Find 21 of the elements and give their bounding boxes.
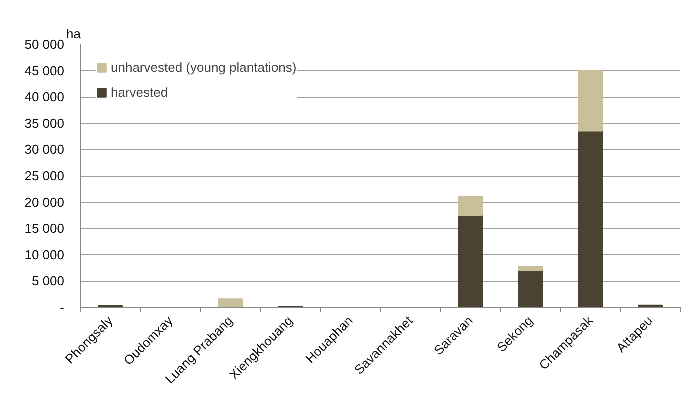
- y-tick-label: 25 000: [24, 168, 65, 184]
- bar: [518, 270, 543, 308]
- bar: [518, 266, 543, 272]
- bar: [458, 214, 483, 308]
- legend-label: unharvested (young plantations): [111, 60, 297, 75]
- y-tick-label: 50 000: [24, 37, 65, 52]
- legend-label: harvested: [111, 85, 168, 100]
- bar: [578, 70, 603, 132]
- y-tick-label: -: [60, 300, 65, 315]
- y-tick-label: 20 000: [24, 194, 65, 210]
- bar: [458, 196, 483, 216]
- y-tick-label: 45 000: [24, 63, 65, 78]
- y-axis-title: ha: [66, 26, 82, 42]
- y-tick-label: 15 000: [24, 221, 65, 236]
- y-tick-label: 40 000: [24, 90, 65, 105]
- y-tick-label: 10 000: [24, 247, 65, 262]
- y-tick-label: 35 000: [24, 116, 65, 131]
- y-tick-label: 30 000: [24, 142, 65, 158]
- bar: [578, 130, 603, 308]
- bar: [218, 298, 243, 308]
- y-tick-label: 5 000: [32, 274, 65, 289]
